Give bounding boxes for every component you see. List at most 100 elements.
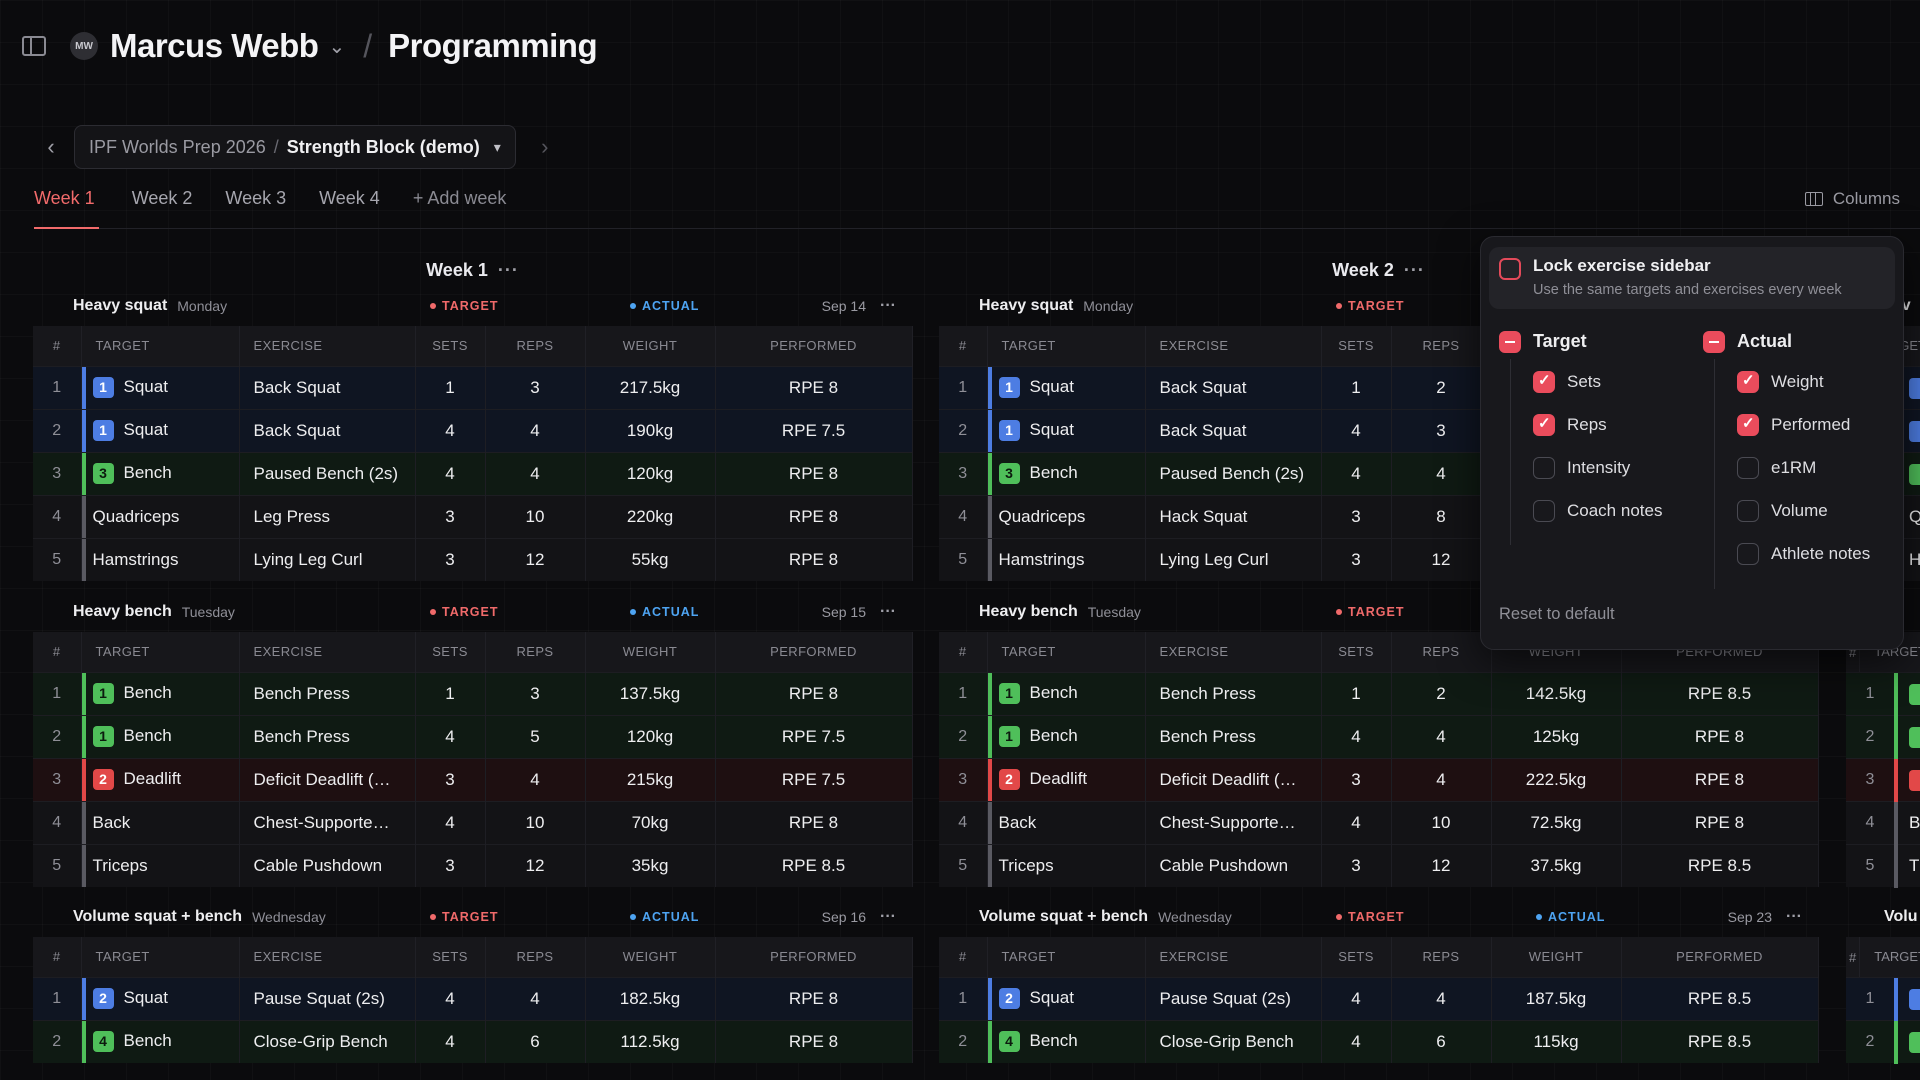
exercise-cell[interactable]: Close-Grip Bench (1145, 1020, 1322, 1063)
exercise-cell[interactable]: Bench Press (239, 715, 416, 758)
performed-cell[interactable]: RPE 8 (715, 495, 913, 538)
exercise-cell[interactable]: Bench Press (239, 672, 416, 715)
table-row[interactable]: 4 Quadriceps Leg Press 3 10 220kg RPE 8 (33, 495, 913, 538)
target-option-label[interactable]: Coach notes (1567, 501, 1663, 520)
reset-to-default-button[interactable]: Reset to default (1499, 605, 1615, 623)
sets-cell[interactable]: 3 (415, 495, 486, 538)
weight-cell[interactable]: 125kg (1491, 715, 1622, 758)
performed-cell[interactable]: RPE 8 (715, 672, 913, 715)
target-option-checkbox[interactable] (1533, 457, 1555, 479)
exercise-cell[interactable]: Back Squat (1145, 366, 1322, 409)
target-cell[interactable]: 2 Squat (81, 977, 240, 1020)
weight-cell[interactable]: 137.5kg (585, 672, 716, 715)
actual-option-label[interactable]: Weight (1771, 372, 1824, 391)
more-icon[interactable]: ··· (497, 259, 519, 280)
session-name[interactable]: Volume squat + bench (73, 908, 243, 925)
weight-cell[interactable]: 220kg (585, 495, 716, 538)
table-row[interactable]: 3 2 Deadlift Deficit Deadlift (… 3 4 222.5kg RP… (939, 758, 1819, 801)
more-icon[interactable]: ··· (880, 603, 896, 620)
table-row[interactable]: 1 1 Bench Bench Press 1 2 142.5kg RPE 8.5 (939, 672, 1819, 715)
sets-cell[interactable]: 4 (415, 801, 486, 844)
target-cell[interactable]: 2 Deadlift (987, 758, 1146, 801)
performed-cell[interactable]: RPE 8 (1621, 801, 1819, 844)
actual-option-checkbox[interactable] (1737, 371, 1759, 393)
weight-cell[interactable]: 115kg (1491, 1020, 1622, 1063)
athlete-name[interactable]: Marcus Webb (110, 27, 319, 64)
session-name[interactable]: Heavy bench (73, 603, 172, 620)
weight-cell[interactable]: 217.5kg (585, 366, 716, 409)
exercise-cell[interactable]: Back Squat (1145, 409, 1322, 452)
weight-cell[interactable]: 70kg (585, 801, 716, 844)
target-cell[interactable]: Back (987, 801, 1146, 844)
target-option-label[interactable]: Intensity (1567, 458, 1631, 477)
weight-cell[interactable]: 182.5kg (585, 977, 716, 1020)
actual-option-checkbox[interactable] (1737, 500, 1759, 522)
weight-cell[interactable]: 112.5kg (585, 1020, 716, 1063)
table-row[interactable]: 2 4 Bench Close-Grip Bench 4 6 115kg RPE 8.5 (939, 1020, 1819, 1063)
sets-cell[interactable]: 4 (1321, 409, 1392, 452)
table-row[interactable]: 1 2 Squat Pause Squat (2s) 4 4 182.5kg RPE 8 (33, 977, 913, 1020)
exercise-cell[interactable]: Chest-Supporte… (239, 801, 416, 844)
reps-cell[interactable]: 2 (1391, 672, 1492, 715)
session-name[interactable]: Heavy bench (979, 603, 1078, 620)
performed-cell[interactable]: RPE 8 (715, 366, 913, 409)
target-cell[interactable]: Triceps (81, 844, 240, 887)
reps-cell[interactable]: 4 (1391, 715, 1492, 758)
table-row[interactable]: 1 (1846, 672, 1920, 716)
performed-cell[interactable]: RPE 8.5 (1621, 1020, 1819, 1063)
session-name[interactable]: Volu (1884, 908, 1918, 925)
next-block-icon[interactable]: › (541, 134, 549, 159)
session-name[interactable]: Volume squat + bench (979, 908, 1149, 925)
weight-cell[interactable]: 55kg (585, 538, 716, 581)
reps-cell[interactable]: 12 (1391, 844, 1492, 887)
performed-cell[interactable]: RPE 7.5 (715, 715, 913, 758)
reps-cell[interactable]: 4 (485, 452, 586, 495)
target-cell[interactable]: 1 Squat (987, 366, 1146, 409)
performed-cell[interactable]: RPE 8 (715, 1020, 913, 1063)
table-row[interactable]: 2 1 Squat Back Squat 4 4 190kg RPE 7.5 (33, 409, 913, 452)
table-row[interactable]: 1 2 Squat Pause Squat (2s) 4 4 187.5kg RPE 8.5 (939, 977, 1819, 1020)
reps-cell[interactable]: 2 (1391, 366, 1492, 409)
reps-cell[interactable]: 8 (1391, 495, 1492, 538)
reps-cell[interactable]: 12 (485, 844, 586, 887)
exercise-cell[interactable]: Lying Leg Curl (239, 538, 416, 581)
tab-week-3[interactable]: Week 3 (225, 188, 287, 208)
session-name[interactable]: Heavy squat (73, 297, 168, 314)
exercise-cell[interactable]: Cable Pushdown (239, 844, 416, 887)
table-row[interactable]: 5 Hamstrings Lying Leg Curl 3 12 55kg RPE 8 (33, 538, 913, 581)
target-cell[interactable]: 3 Bench (987, 452, 1146, 495)
performed-cell[interactable]: RPE 8.5 (1621, 672, 1819, 715)
target-cell[interactable]: 2 Deadlift (81, 758, 240, 801)
more-icon[interactable]: ··· (880, 908, 896, 925)
performed-cell[interactable]: RPE 8 (715, 538, 913, 581)
target-cell[interactable]: 1 Squat (81, 409, 240, 452)
sets-cell[interactable]: 4 (415, 1020, 486, 1063)
target-cell[interactable]: Back (81, 801, 240, 844)
exercise-cell[interactable]: Back Squat (239, 409, 416, 452)
block-selector[interactable]: IPF Worlds Prep 2026 / Strength Block (d… (74, 125, 516, 169)
sets-cell[interactable]: 4 (415, 452, 486, 495)
exercise-cell[interactable]: Close-Grip Bench (239, 1020, 416, 1063)
table-row[interactable]: 2 (1846, 1020, 1920, 1064)
exercise-cell[interactable]: Chest-Supporte… (1145, 801, 1322, 844)
target-cell[interactable]: Quadriceps (987, 495, 1146, 538)
sets-cell[interactable]: 1 (415, 366, 486, 409)
actual-group-checkbox[interactable] (1703, 331, 1725, 353)
actual-option-label[interactable]: Performed (1771, 415, 1851, 434)
exercise-cell[interactable]: Cable Pushdown (1145, 844, 1322, 887)
reps-cell[interactable]: 4 (1391, 758, 1492, 801)
exercise-cell[interactable]: Lying Leg Curl (1145, 538, 1322, 581)
exercise-cell[interactable]: Bench Press (1145, 715, 1322, 758)
weight-cell[interactable]: 187.5kg (1491, 977, 1622, 1020)
exercise-cell[interactable]: Paused Bench (2s) (1145, 452, 1322, 495)
target-option-checkbox[interactable] (1533, 371, 1555, 393)
more-icon[interactable]: ··· (1786, 908, 1802, 925)
actual-option-checkbox[interactable] (1737, 543, 1759, 565)
add-week-button[interactable]: + Add week (412, 188, 507, 208)
weight-cell[interactable]: 72.5kg (1491, 801, 1622, 844)
target-cell[interactable]: Hamstrings (987, 538, 1146, 581)
table-row[interactable]: 3 (1846, 758, 1920, 802)
sets-cell[interactable]: 4 (1321, 977, 1392, 1020)
sets-cell[interactable]: 3 (1321, 758, 1392, 801)
performed-cell[interactable]: RPE 7.5 (715, 409, 913, 452)
